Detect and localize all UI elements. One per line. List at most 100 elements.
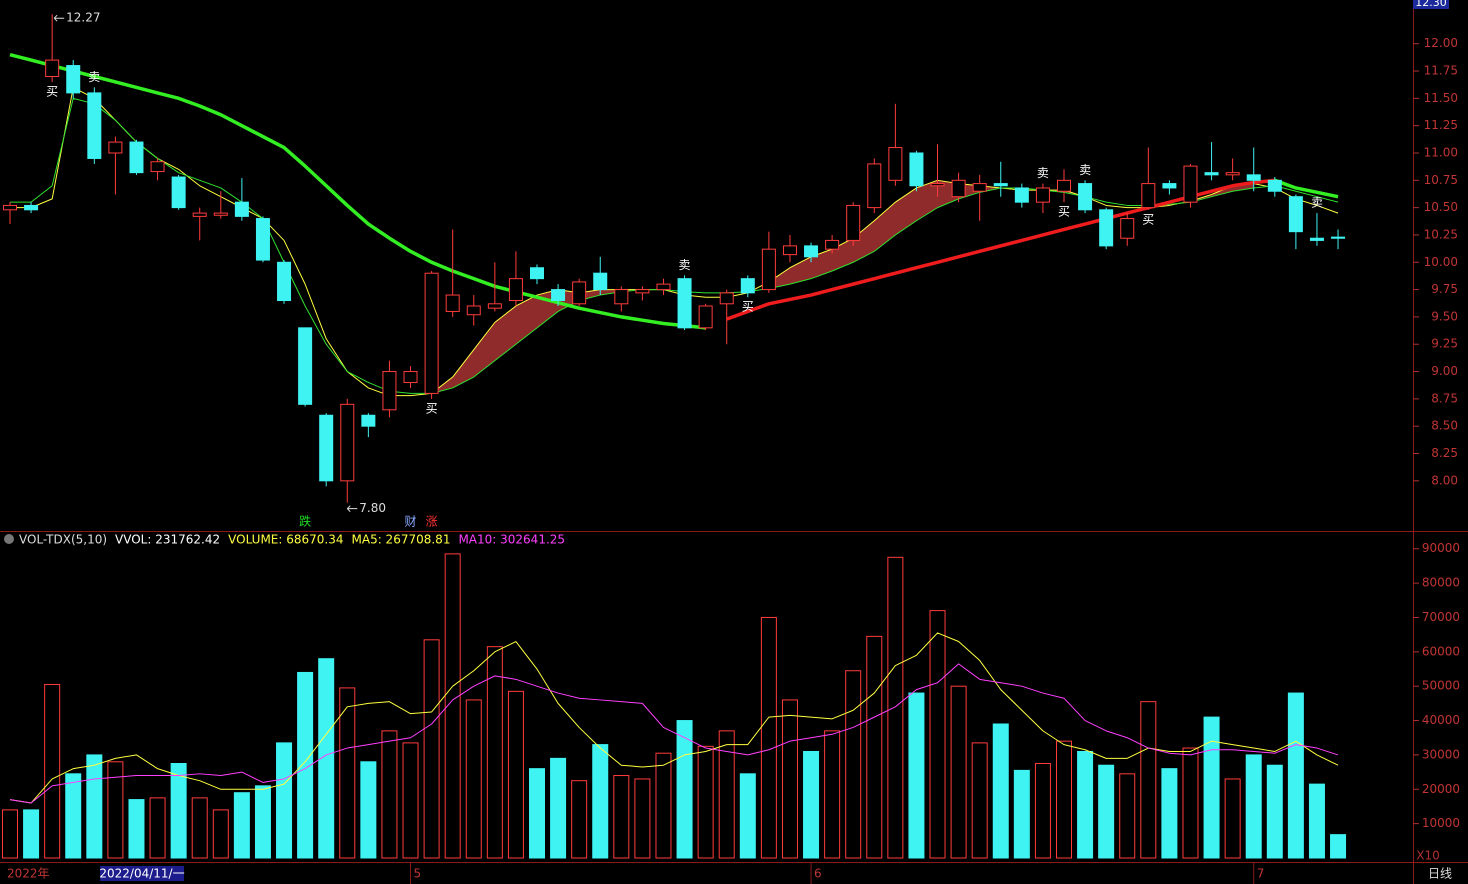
volume-bar xyxy=(297,671,314,859)
volume-bar xyxy=(1182,747,1199,859)
cursor-label: 2022/04/11/一 xyxy=(99,867,184,881)
low-label: 7.80 xyxy=(359,501,386,515)
volume-bar xyxy=(65,773,82,859)
y-tick-label: 8.25 xyxy=(1431,446,1458,460)
y-tick-label: 10.75 xyxy=(1424,173,1458,187)
volume-bar xyxy=(866,635,883,859)
volume-bar xyxy=(44,683,61,859)
volume-bar xyxy=(781,699,798,859)
y-tick-label: 9.75 xyxy=(1431,282,1458,296)
volume-ma-line xyxy=(9,663,1339,804)
volume-bar xyxy=(212,809,229,859)
candle-body xyxy=(951,179,966,198)
y-tick-label: 12.00 xyxy=(1424,36,1458,50)
volume-bar xyxy=(423,639,440,859)
price-line xyxy=(10,86,1339,397)
candle-body xyxy=(382,371,397,411)
candle-body xyxy=(129,141,144,174)
volume-bar xyxy=(170,763,187,859)
volume-bar xyxy=(107,761,124,859)
y-tick-label: 11.25 xyxy=(1424,118,1458,132)
y-tick-label: 10.50 xyxy=(1424,200,1458,214)
candle-body xyxy=(487,303,502,309)
price-line xyxy=(726,178,1275,321)
candle-body xyxy=(319,414,334,482)
candle-body xyxy=(255,218,270,261)
volume-bar xyxy=(402,742,419,859)
volume-bar xyxy=(1119,773,1136,859)
candle-body xyxy=(1246,174,1261,181)
volume-bar xyxy=(1266,764,1283,859)
candle-body xyxy=(719,292,734,305)
y-tick-label: 90000 xyxy=(1422,541,1460,555)
event-label: 涨 xyxy=(426,514,438,529)
candle-body xyxy=(150,161,165,173)
candle-body xyxy=(508,278,523,302)
volume-bar xyxy=(1140,701,1157,859)
y-tick-label: 11.00 xyxy=(1424,145,1458,159)
candle-body xyxy=(656,283,671,291)
candle-body xyxy=(171,176,186,209)
candle-body xyxy=(87,92,102,159)
candle-body xyxy=(930,183,945,187)
volume-bar xyxy=(655,752,672,859)
collapse-icon[interactable] xyxy=(4,534,14,544)
volume-bar xyxy=(191,797,208,859)
y-tick-label: 10000 xyxy=(1422,816,1460,830)
candle-body xyxy=(277,261,292,302)
scale-label: X10 xyxy=(1416,849,1440,863)
y-tick-label: 9.00 xyxy=(1431,364,1458,378)
candle-body xyxy=(361,414,376,427)
volume-bar xyxy=(971,742,988,859)
volume-bar xyxy=(845,670,862,859)
candle-body xyxy=(108,141,123,154)
candle-body xyxy=(403,371,418,383)
candle-body xyxy=(3,204,17,211)
candle-body xyxy=(213,212,228,216)
volume-bar xyxy=(360,761,377,859)
volume-bar xyxy=(613,775,630,859)
candle-body xyxy=(66,65,81,94)
volume-bar xyxy=(1034,763,1051,859)
volume-bar xyxy=(1077,750,1094,859)
y-tick-label: 9.50 xyxy=(1431,309,1458,323)
volume-bar xyxy=(929,610,946,859)
candle-body xyxy=(530,267,544,280)
y-tick-label: 8.00 xyxy=(1431,473,1458,487)
candle-body xyxy=(234,201,249,217)
candle-body xyxy=(551,289,566,302)
volume-bar xyxy=(1245,754,1262,859)
candle-body xyxy=(340,403,355,482)
volume-bar xyxy=(634,778,651,859)
volume-bar xyxy=(803,750,820,859)
candle-body xyxy=(1078,183,1093,211)
candle-body xyxy=(593,272,608,291)
candle-body xyxy=(1331,236,1346,239)
candle-body xyxy=(867,163,882,209)
volume-header: MA5: 267708.81 xyxy=(352,533,451,547)
y-tick-label: 50000 xyxy=(1422,679,1460,693)
signal-label: 卖 xyxy=(1311,196,1323,210)
volume-bar xyxy=(507,690,524,859)
period-label: 日线 xyxy=(1428,867,1452,881)
volume-bar xyxy=(592,744,609,859)
event-label: 跌 xyxy=(299,514,311,529)
candle-body xyxy=(614,289,629,305)
low-arrow xyxy=(346,505,358,513)
candle-body xyxy=(1267,179,1282,192)
candle-body xyxy=(804,245,819,258)
candle-body xyxy=(909,152,924,187)
volume-bar xyxy=(1308,783,1325,859)
candle-body xyxy=(1162,183,1177,189)
high-label: 12.27 xyxy=(66,11,100,25)
y-tick-label: 10.00 xyxy=(1424,255,1458,269)
volume-bar xyxy=(86,754,103,859)
candle-body xyxy=(1120,218,1135,239)
volume-bar xyxy=(824,730,841,859)
candle-body xyxy=(45,59,60,77)
top-label-box xyxy=(1413,0,1449,9)
volume-bar xyxy=(550,757,567,859)
candle-body xyxy=(972,183,987,192)
price-line xyxy=(9,52,1339,330)
y-tick-label: 11.50 xyxy=(1424,91,1458,105)
